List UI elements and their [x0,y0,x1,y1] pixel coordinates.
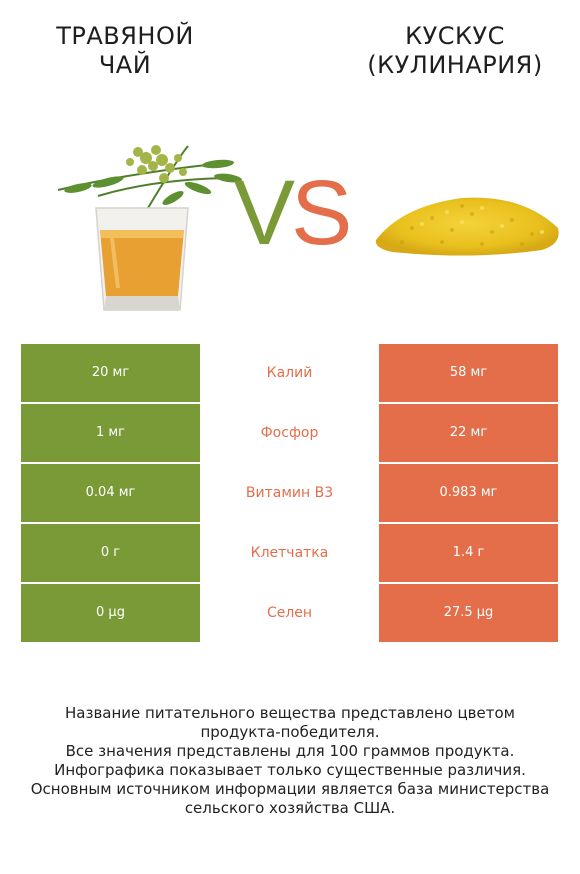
nutrient-name: Калий [200,344,379,402]
vs-s: S [291,162,352,264]
right-title-line2: (КУЛИНАРИЯ) [367,51,543,79]
herbal-tea-image [57,145,242,311]
right-value: 58 мг [379,344,558,402]
left-product-title: ТРАВЯНОЙ ЧАЙ [25,22,225,80]
couscous-image [375,197,559,256]
nutrient-name: Витамин B3 [200,464,379,522]
footer-notes: Название питательного вещества представл… [20,704,560,818]
nutrient-name: Фосфор [200,404,379,462]
right-value: 27.5 µg [379,584,558,642]
footer-line: Название питательного вещества представл… [65,704,515,722]
left-value: 0.04 мг [21,464,200,522]
right-value: 1.4 г [379,524,558,582]
vs-label: VS [226,167,356,259]
table-row: 1 мг Фосфор 22 мг [21,404,558,462]
left-value: 0 µg [21,584,200,642]
left-value: 0 г [21,524,200,582]
footer-line: сельского хозяйства США. [184,799,396,817]
footer-line: Инфографика показывает только существенн… [54,761,526,779]
left-value: 20 мг [21,344,200,402]
left-value: 1 мг [21,404,200,462]
right-title-line1: КУСКУС [405,22,505,50]
table-row: 0 г Клетчатка 1.4 г [21,524,558,582]
left-title-line2: ЧАЙ [98,51,152,79]
footer-line: продукта-победителя. [200,723,380,741]
nutrient-name: Селен [200,584,379,642]
table-row: 0.04 мг Витамин B3 0.983 мг [21,464,558,522]
left-title-line1: ТРАВЯНОЙ [56,22,194,50]
table-row: 0 µg Селен 27.5 µg [21,584,558,642]
table-row: 20 мг Калий 58 мг [21,344,558,402]
footer-line: Все значения представлены для 100 граммо… [65,742,515,760]
nutrient-name: Клетчатка [200,524,379,582]
vs-v: V [233,162,295,264]
right-value: 0.983 мг [379,464,558,522]
footer-line: Основным источником информации является … [30,780,550,798]
right-value: 22 мг [379,404,558,462]
right-product-title: КУСКУС (КУЛИНАРИЯ) [355,22,555,80]
nutrient-comparison-table: 20 мг Калий 58 мг 1 мг Фосфор 22 мг 0.04… [21,344,558,644]
